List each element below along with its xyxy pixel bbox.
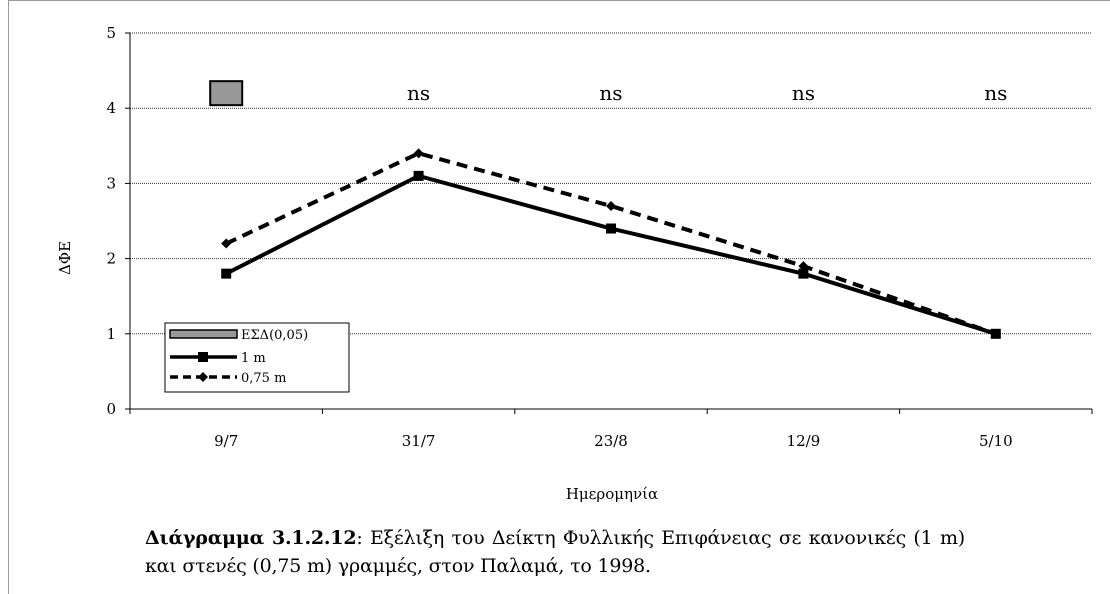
series-line [225,173,997,336]
series-lines [209,80,1001,339]
legend-label: 0,75 m [241,371,286,386]
tick-labels: 0 1 2 3 4 5 9/7 31/7 23/8 12/9 5/10 ns ns ns ns [106,24,1012,450]
y-tick-label: 2 [106,250,116,268]
y-tick-label: 5 [106,24,116,42]
caption-label: Διάγραμμα 3.1.2.12 [145,527,357,549]
caption-text: : Εξέλιξη του Δείκτη Φυλλικής Επιφάνειας… [145,527,965,577]
left-rule [8,511,9,594]
data-point [990,328,1001,339]
x-tick-label: 5/10 [979,432,1013,450]
data-point [221,238,232,249]
lsd-bar [209,80,244,107]
legend-swatch-lsd [169,329,238,339]
x-tick-label: 12/9 [787,432,821,450]
figure-caption: Διάγραμμα 3.1.2.12: Εξέλιξη του Δείκτη Φ… [145,524,965,580]
y-axis-title: ΔΦΕ [56,241,74,275]
data-point [606,223,616,234]
data-point [798,261,809,272]
y-tick-label: 0 [106,400,116,418]
significance-label: ns [599,81,622,105]
grid-lines [130,32,1092,335]
significance-label: ns [792,81,815,105]
legend-label: ΕΣΔ(0,05) [241,328,308,343]
significance-label: ns [407,81,430,105]
legend-swatch-marker [198,352,208,362]
axes [125,32,1093,414]
x-tick-label: 23/8 [594,432,628,450]
x-axis-title: Ημερομηνία [566,485,658,503]
x-tick-label: 9/7 [214,432,238,450]
series-line [225,151,997,336]
y-tick-label: 4 [106,99,116,117]
significance-label: ns [984,81,1007,105]
legend-label: 1 m [241,351,266,366]
chart-frame [8,0,1110,511]
line-chart: 0 1 2 3 4 5 9/7 31/7 23/8 12/9 5/10 ns ns ns ns ΔΦΕ Ημ… [56,24,1093,503]
legend-swatch-marker [198,372,208,382]
data-point [413,170,424,181]
legend: ΕΣΔ(0,05) 1 m 0,75 m [164,322,350,393]
data-point [606,200,616,211]
y-tick-label: 3 [106,174,116,192]
y-tick-label: 1 [106,325,116,343]
data-point [221,268,232,279]
data-point [798,268,809,279]
x-tick-label: 31/7 [402,432,436,450]
data-point [413,148,424,159]
